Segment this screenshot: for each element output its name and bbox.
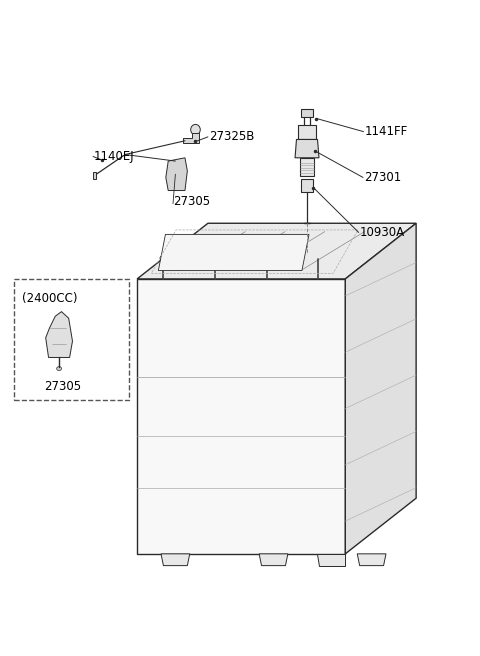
Ellipse shape: [315, 255, 322, 260]
Polygon shape: [93, 172, 96, 179]
Ellipse shape: [191, 125, 200, 135]
FancyBboxPatch shape: [150, 394, 181, 428]
Polygon shape: [357, 554, 386, 565]
Text: 10930A: 10930A: [360, 226, 405, 239]
Polygon shape: [301, 178, 313, 192]
Polygon shape: [300, 158, 314, 176]
Ellipse shape: [258, 314, 280, 335]
Polygon shape: [137, 223, 416, 279]
Ellipse shape: [160, 255, 167, 260]
Ellipse shape: [174, 169, 181, 180]
Text: 27305: 27305: [173, 195, 210, 208]
Ellipse shape: [155, 314, 177, 335]
Ellipse shape: [200, 306, 236, 344]
Text: 1140EJ: 1140EJ: [94, 150, 135, 163]
Ellipse shape: [148, 306, 184, 344]
Polygon shape: [317, 554, 345, 565]
Ellipse shape: [212, 255, 218, 260]
Polygon shape: [345, 223, 416, 554]
Polygon shape: [137, 279, 345, 554]
Text: (2400CC): (2400CC): [22, 292, 78, 305]
Polygon shape: [161, 554, 190, 565]
Polygon shape: [166, 158, 187, 190]
Polygon shape: [295, 140, 319, 158]
Ellipse shape: [251, 306, 287, 344]
Ellipse shape: [310, 314, 332, 335]
Text: 27301: 27301: [364, 171, 402, 184]
Ellipse shape: [57, 367, 61, 371]
Ellipse shape: [264, 255, 270, 260]
Ellipse shape: [303, 306, 339, 344]
FancyBboxPatch shape: [253, 394, 285, 428]
Polygon shape: [299, 125, 316, 140]
Polygon shape: [46, 312, 72, 358]
Ellipse shape: [55, 329, 63, 340]
Text: 1141FF: 1141FF: [364, 125, 408, 138]
FancyBboxPatch shape: [305, 394, 336, 428]
FancyBboxPatch shape: [301, 110, 313, 117]
Polygon shape: [158, 234, 309, 270]
Text: 27325B: 27325B: [209, 131, 254, 144]
Polygon shape: [182, 133, 199, 143]
Polygon shape: [259, 554, 288, 565]
Ellipse shape: [207, 314, 228, 335]
Text: 27305: 27305: [44, 380, 81, 394]
FancyBboxPatch shape: [202, 394, 233, 428]
